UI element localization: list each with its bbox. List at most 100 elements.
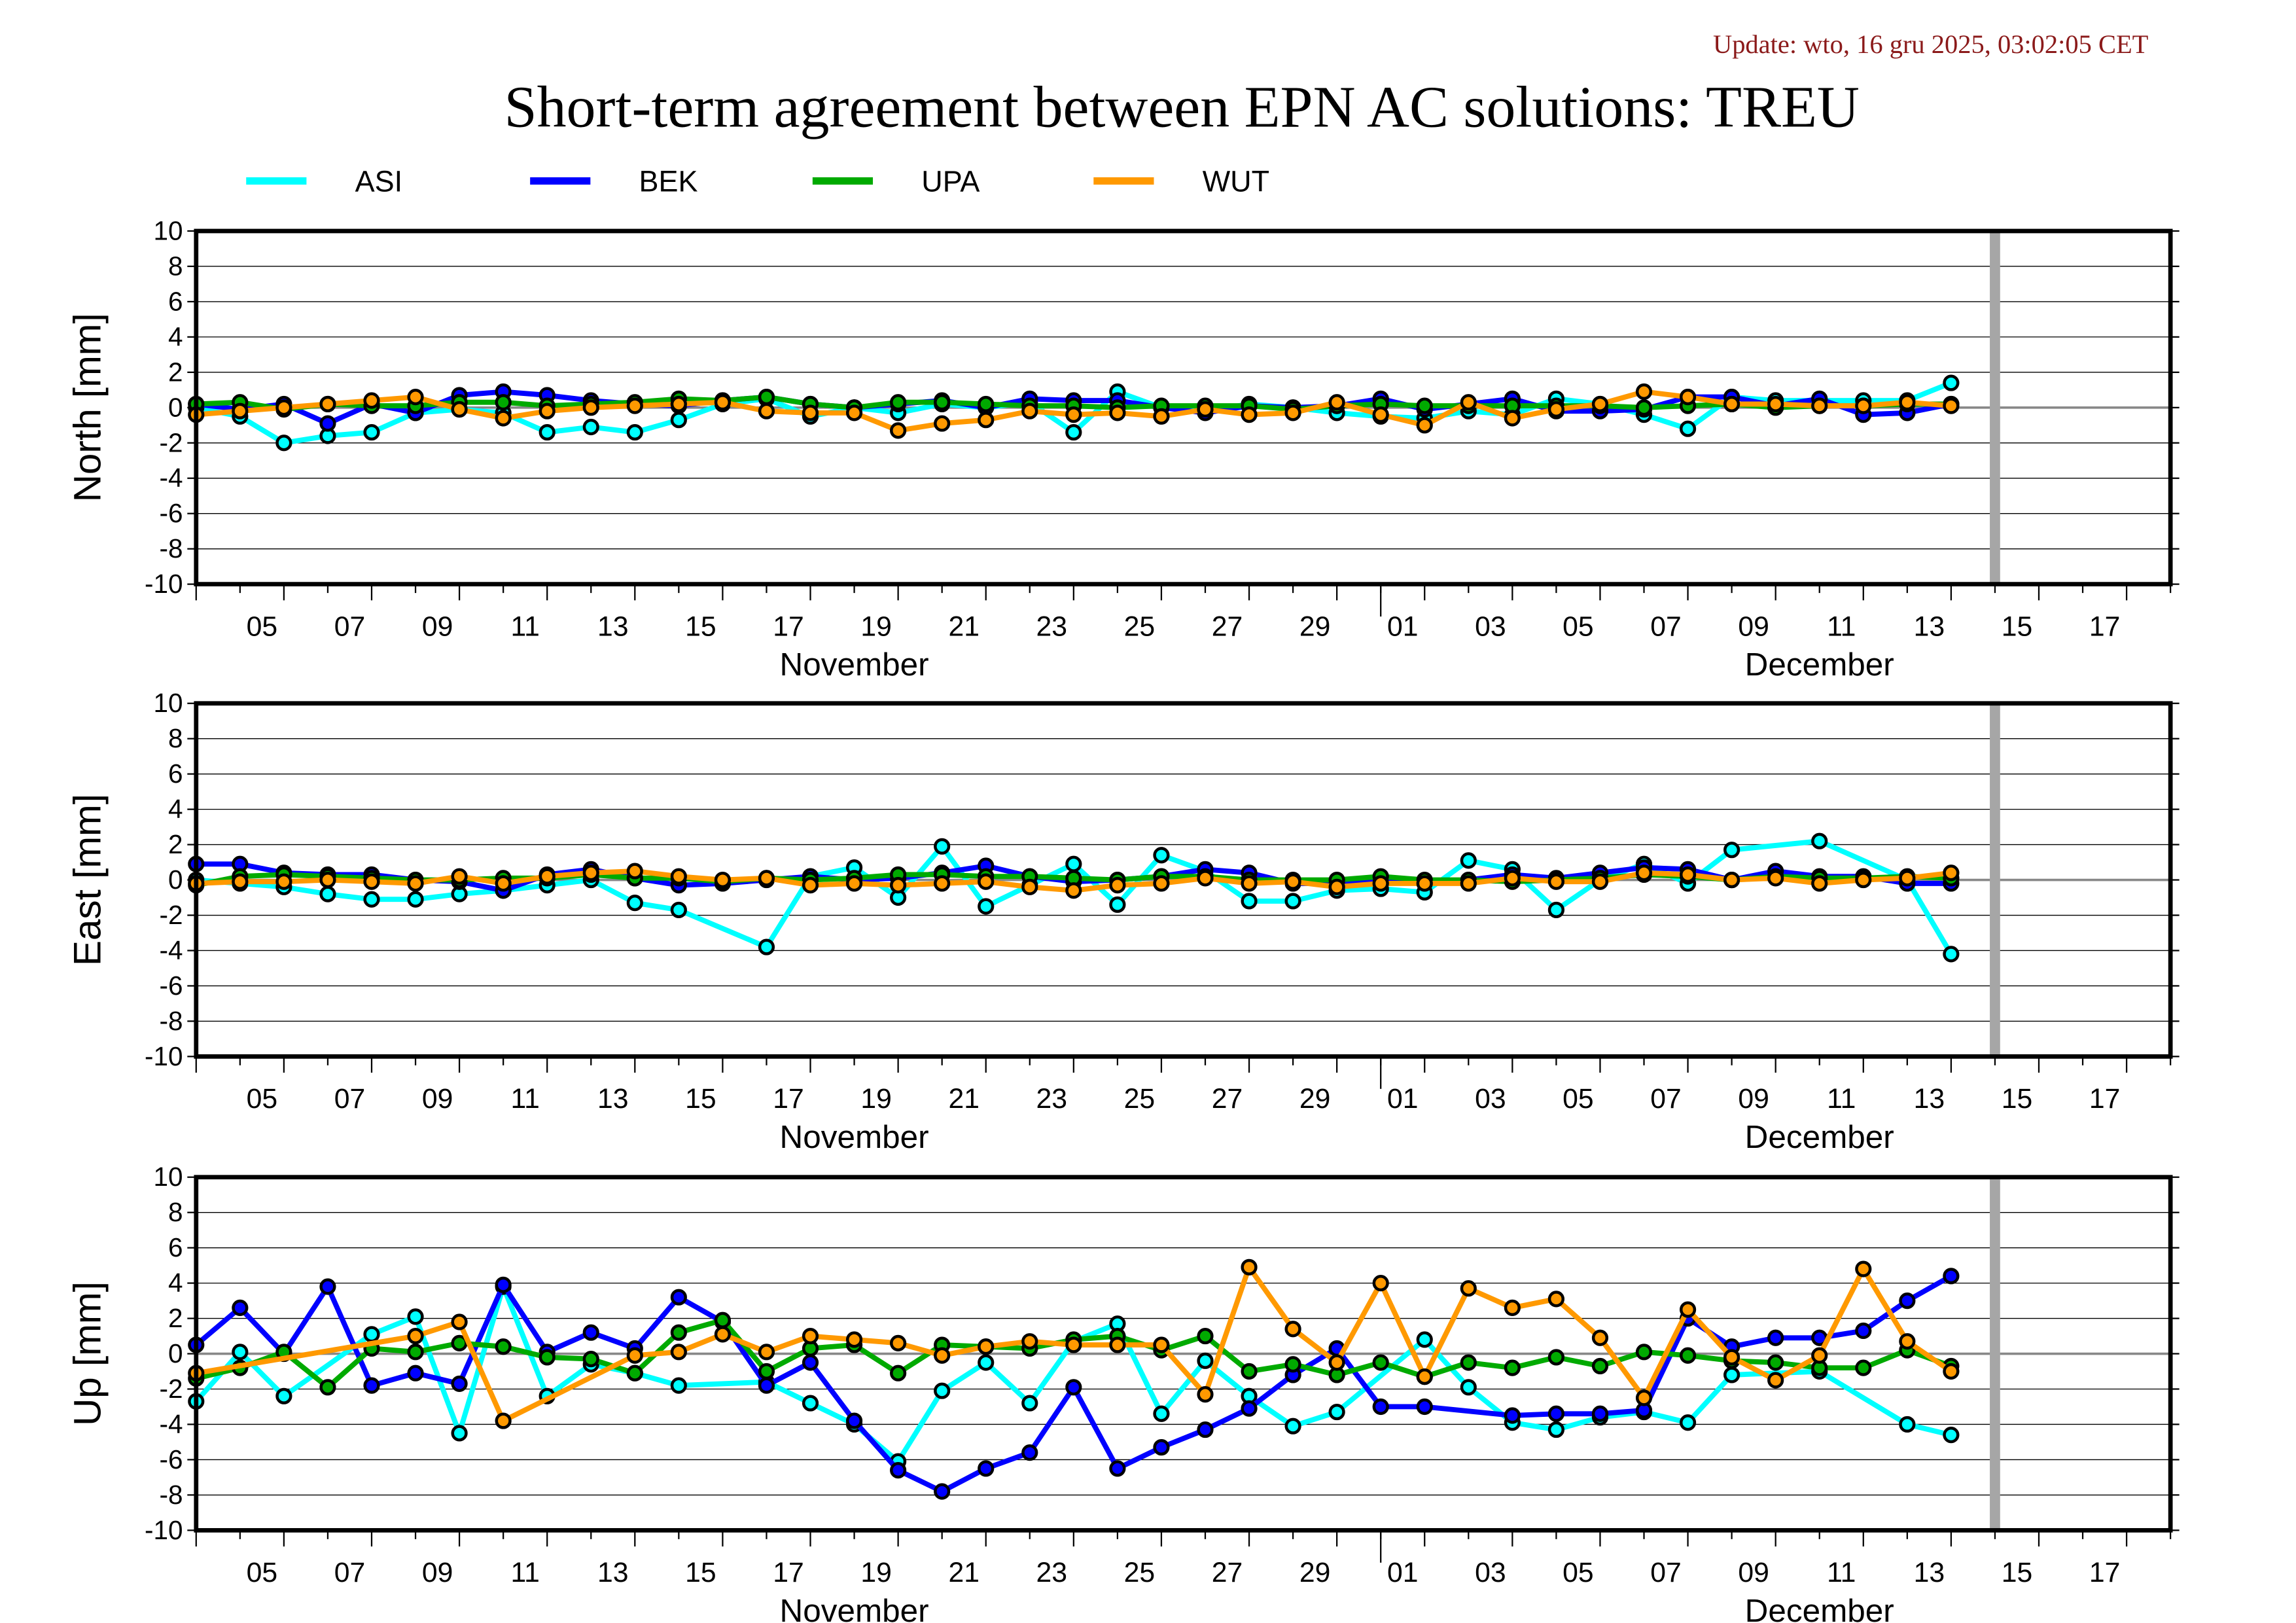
data-point-wut [670,395,687,413]
data-point-asi [1943,946,1960,963]
data-point-asi [582,418,599,436]
series-line-bek [194,1274,1952,1494]
data-point-bek [1547,1405,1565,1422]
data-point-wut [1021,402,1038,419]
data-point-bek [1241,1400,1258,1417]
data-point-asi [1811,832,1828,849]
data-point-bek [845,1412,863,1429]
data-point-wut [1372,875,1389,892]
data-point-wut [1899,394,1916,411]
data-point-bek [978,1460,995,1477]
data-point-upa [758,1363,775,1380]
data-point-upa [1460,1354,1477,1371]
x-tick-label: 09 [1738,1083,1769,1115]
x-tick-label: 27 [1212,1557,1243,1588]
data-point-wut [1899,1333,1916,1350]
data-point-bek [1591,1405,1609,1422]
data-point-upa [539,1349,556,1366]
y-tick-label: -2 [160,1374,183,1404]
data-point-asi [1197,1352,1214,1369]
y-tick-label: 2 [168,357,183,387]
y-axis-label: North [mm] [67,313,109,502]
data-point-bek [934,1483,951,1500]
x-tick-label: 09 [422,611,453,642]
x-tick-label: 17 [773,1083,804,1115]
panel-east: 10 8 6 4 2 0 -2 -4 -6 -8 -10 East [mm] 05 07 09 11 13 15 1… [67,688,2180,1155]
data-point-asi [275,435,292,452]
y-tick-label: -2 [160,427,183,457]
x-tick-label: 11 [510,1083,539,1115]
data-point-wut [1899,870,1916,887]
data-point-wut [1328,394,1345,411]
x-tick-label: 07 [334,611,366,642]
y-tick-label: 0 [168,865,183,895]
data-point-asi [670,901,687,919]
data-point-wut [1855,1260,1872,1277]
x-tick-label: 17 [773,1557,804,1588]
data-point-wut [1065,1336,1082,1353]
data-point-asi [232,1344,249,1361]
x-tick-label: 07 [1650,611,1682,642]
data-point-wut [1591,395,1609,413]
data-point-wut [319,871,336,889]
x-tick-label: 15 [2002,1557,2033,1588]
data-point-wut [1504,410,1521,427]
x-tick-label: 05 [1563,1557,1593,1588]
y-tick-label: 8 [168,723,183,753]
data-point-bek [1109,1460,1126,1477]
data-point-asi [802,1395,819,1412]
data-point-wut [1284,1321,1301,1338]
x-tick-label: 17 [2089,611,2121,642]
data-point-asi [451,1425,468,1442]
x-tick-label: 11 [1827,1083,1856,1115]
data-point-upa [1767,1354,1784,1371]
y-tick-label: 4 [168,1268,183,1298]
y-tick-label: 8 [168,1197,183,1227]
x-tick-label: 13 [1914,1083,1945,1115]
data-point-wut [1460,1280,1477,1297]
data-point-upa [890,1364,907,1382]
data-point-wut [1679,1301,1697,1318]
data-point-wut [1723,395,1740,413]
data-point-wut [978,873,995,890]
data-point-upa [1504,1359,1521,1376]
data-point-wut [670,1344,687,1361]
x-tick-label: 07 [334,1083,366,1115]
update-timestamp: Update: wto, 16 gru 2025, 03:02:05 CET [1713,29,2149,59]
data-point-wut [451,401,468,418]
legend: ASI BEK UPA WUT [246,164,1269,198]
x-tick-label: 23 [1036,1557,1068,1588]
y-tick-label: -6 [160,971,183,1001]
x-tick-label: 15 [2002,611,2033,642]
data-point-upa [670,1324,687,1341]
data-point-wut [1372,1275,1389,1292]
data-point-asi [1460,1379,1477,1396]
y-axis-label: East [mm] [67,794,109,966]
data-point-upa [1855,1359,1872,1376]
y-tick-label: -4 [160,463,183,493]
data-point-wut [802,404,819,421]
data-point-wut [1855,397,1872,414]
data-point-upa [1591,1357,1609,1375]
x-tick-label: 23 [1036,611,1068,642]
y-tick-label: 4 [168,794,183,824]
data-point-asi [319,885,336,902]
data-point-wut [1460,875,1477,892]
data-point-wut [1591,873,1609,890]
data-point-upa [978,395,995,413]
data-point-wut [1811,1347,1828,1364]
data-point-upa [758,389,775,406]
data-point-asi [1241,893,1258,910]
data-point-wut [363,392,380,409]
data-point-asi [758,938,775,955]
data-point-wut [582,865,599,882]
data-point-wut [890,1334,907,1351]
data-point-bek [319,1278,336,1295]
data-point-bek [670,1289,687,1306]
data-point-upa [582,1351,599,1368]
data-point-wut [495,410,512,427]
data-point-bek [1021,1444,1038,1461]
data-point-bek [582,1324,599,1341]
data-point-wut [495,875,512,892]
month-label: November [780,1593,929,1623]
